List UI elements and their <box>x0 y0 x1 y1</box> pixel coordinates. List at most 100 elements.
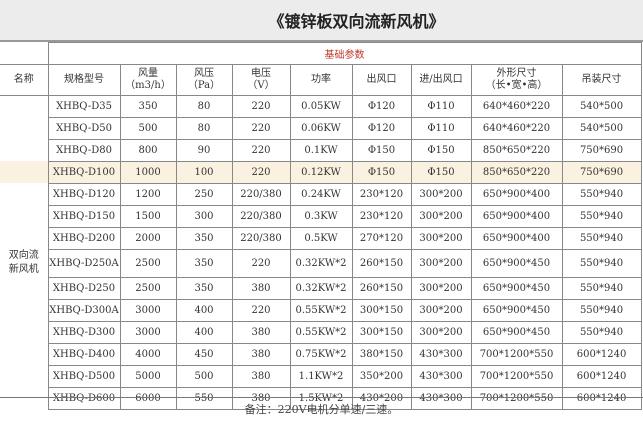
table-row: XHBQ-D600 6000 550 380 1.5KW*2 430*200 430*300… <box>0 386 642 410</box>
table-cell: Φ110 <box>410 116 472 140</box>
name-cell <box>0 139 49 161</box>
table-cell: 0.12KW <box>289 160 353 184</box>
table-cell: 220 <box>231 116 291 140</box>
table-cell: 400 <box>175 320 233 344</box>
table-cell: 0.1KW <box>289 138 353 162</box>
group-header: 基础参数 <box>47 42 642 65</box>
table-cell: 0.32KW*2 <box>289 276 353 300</box>
table-cell: XHBQ-D50 <box>47 116 121 140</box>
table-cell: 350*200 <box>351 364 412 388</box>
table-cell: 230*120 <box>351 182 412 206</box>
table-cell: 220 <box>231 94 291 118</box>
table-cell: 0.55KW*2 <box>289 298 353 322</box>
table-row: 双向流 新风机 XHBQ-D250A 2500 350 220 0.32KW*2 260*15… <box>0 248 642 278</box>
table-cell: 850*650*220 <box>470 138 563 162</box>
table-cell: 220 <box>231 248 291 278</box>
table-cell: 300*150 <box>351 298 412 322</box>
table-cell: 650*900*400 <box>470 182 563 206</box>
table-cell: XHBQ-D150 <box>47 204 121 228</box>
table-cell: 650*900*400 <box>470 204 563 228</box>
document-title: 《镀锌板双向流新风机》 <box>268 12 445 31</box>
table-cell: 2500 <box>119 276 177 300</box>
name-cell <box>0 227 49 249</box>
table-cell: 600*1240 <box>561 342 642 366</box>
table-cell: 380 <box>231 364 291 388</box>
table-cell: 300*150 <box>351 320 412 344</box>
product-name: 双向流 新风机 <box>0 249 49 277</box>
table-row: XHBQ-D100 1000 100 220 0.12KW Φ150 Φ150 850*650… <box>0 160 642 184</box>
table-cell: 0.3KW <box>289 204 353 228</box>
column-header: 电压 （V） <box>231 63 291 96</box>
table-cell: 380 <box>231 342 291 366</box>
table-cell: Φ150 <box>351 160 412 184</box>
table-cell: 430*300 <box>410 364 472 388</box>
table-cell: 250 <box>175 182 233 206</box>
table-cell: 3000 <box>119 298 177 322</box>
table-cell: 0.24KW <box>289 182 353 206</box>
table-cell: 0.5KW <box>289 226 353 250</box>
table-cell: XHBQ-D250 <box>47 276 121 300</box>
table-cell: XHBQ-D400 <box>47 342 121 366</box>
table-row: XHBQ-D250 2500 350 380 0.32KW*2 260*150 300*20… <box>0 276 642 300</box>
table-cell: 750*690 <box>561 160 642 184</box>
table-cell: 750*690 <box>561 138 642 162</box>
footer-note: 备注：220V电机分单速/三速。 <box>244 403 399 416</box>
divider <box>0 397 643 398</box>
name-cell <box>0 321 49 343</box>
table-row: XHBQ-D300 3000 400 380 0.55KW*2 300*150 300*20… <box>0 320 642 344</box>
table-cell: 300*200 <box>410 276 472 300</box>
table-cell: 650*900*400 <box>470 226 563 250</box>
table-cell: 350 <box>175 248 233 278</box>
column-header-row: 名称 规格型号 风量 （m3/h） 风压 （Pa） 电压 （V） 功率 出风口 进/出风口 外形尺寸（… <box>0 63 642 96</box>
table-cell: 650*900*450 <box>470 320 563 344</box>
table-cell: Φ120 <box>351 94 412 118</box>
name-cell <box>0 161 49 183</box>
table-cell: 450 <box>175 342 233 366</box>
column-header: 进/出风口 <box>410 63 472 96</box>
table-cell: 640*460*220 <box>470 116 563 140</box>
table-cell: XHBQ-D100 <box>47 160 121 184</box>
column-header: 外形尺寸 （长•宽•高） <box>470 63 563 96</box>
table-cell: 2500 <box>119 248 177 278</box>
table-cell: 5000 <box>119 364 177 388</box>
table-cell: 0.55KW*2 <box>289 320 353 344</box>
table-cell: 700*1200*550 <box>470 386 563 410</box>
table-cell: 300*200 <box>410 320 472 344</box>
table-row: XHBQ-D200 2000 350 220/380 0.5KW 270*120 300*2… <box>0 226 642 250</box>
table-cell: 0.05KW <box>289 94 353 118</box>
table-cell: 500 <box>119 116 177 140</box>
column-header: 名称 <box>0 63 49 96</box>
table-cell: 270*120 <box>351 226 412 250</box>
group-header-row: 基础参数 <box>0 42 642 65</box>
table-cell: 230*120 <box>351 204 412 228</box>
table-cell: 350 <box>119 94 177 118</box>
table-cell: 430*300 <box>410 342 472 366</box>
table-cell: 220/380 <box>231 182 291 206</box>
table-cell: 650*900*450 <box>470 248 563 278</box>
table-cell: 0.06KW <box>289 116 353 140</box>
table-cell: 300*200 <box>410 298 472 322</box>
table-cell: 350 <box>175 226 233 250</box>
table-cell: 850*650*220 <box>470 160 563 184</box>
table-cell: 430*300 <box>410 386 472 410</box>
table-cell: XHBQ-D250A <box>47 248 121 278</box>
table-cell: 1.1KW*2 <box>289 364 353 388</box>
table-cell: 1.5KW*2 <box>289 386 353 410</box>
table-cell: XHBQ-D500 <box>47 364 121 388</box>
table-row: XHBQ-D400 4000 450 380 0.75KW*2 380*150 430*30… <box>0 342 642 366</box>
table-cell: XHBQ-D300A <box>47 298 121 322</box>
table-cell: 300*200 <box>410 248 472 278</box>
table-cell: 100 <box>175 160 233 184</box>
table-cell: 80 <box>175 94 233 118</box>
name-cell <box>0 205 49 227</box>
table-cell: XHBQ-D35 <box>47 94 121 118</box>
table-cell: 550*940 <box>561 248 642 278</box>
table-cell: 220/380 <box>231 204 291 228</box>
table-cell: 0.32KW*2 <box>289 248 353 278</box>
table-cell: 220 <box>231 160 291 184</box>
table-cell: 550*940 <box>561 276 642 300</box>
name-cell <box>0 343 49 365</box>
table-cell: 700*1200*550 <box>470 364 563 388</box>
table-row: XHBQ-D35 350 80 220 0.05KW Φ120 Φ110 640*460*22… <box>0 94 642 118</box>
table-cell: 430*200 <box>351 386 412 410</box>
